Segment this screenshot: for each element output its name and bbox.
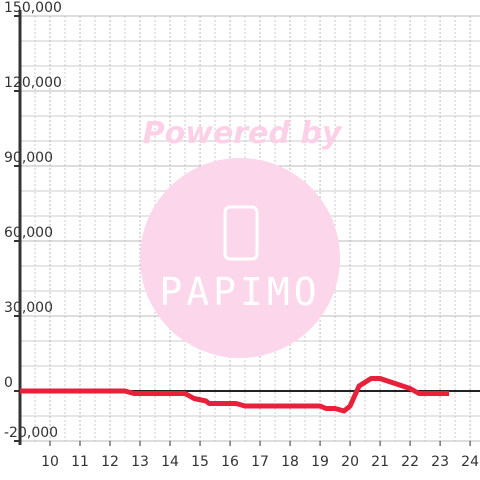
x-tick-label: 24	[461, 454, 479, 470]
x-tick-label: 16	[221, 454, 239, 470]
watermark: Powered by PAPIMO	[140, 116, 343, 358]
data-line	[20, 376, 450, 414]
watermark-text: Powered by	[143, 116, 343, 151]
x-tick-label: 19	[311, 454, 329, 470]
y-tick-label: 90,000	[4, 150, 53, 166]
x-tick-label: 18	[281, 454, 299, 470]
x-tick-label: 15	[191, 454, 209, 470]
watermark-phone	[223, 205, 259, 261]
x-tick-label: 10	[41, 454, 59, 470]
y-tick-label: -20,000	[4, 425, 58, 441]
x-tick-label: 22	[401, 454, 419, 470]
x-tick-label: 20	[341, 454, 359, 470]
y-tick-label: 150,000	[4, 0, 62, 16]
x-tick-label: 21	[371, 454, 389, 470]
watermark-logo: PAPIMO	[159, 270, 320, 314]
x-tick-label: 17	[251, 454, 269, 470]
y-tick-label: 60,000	[4, 225, 53, 241]
x-tick-label: 11	[71, 454, 89, 470]
x-tick-label: 13	[131, 454, 149, 470]
y-tick-label: 120,000	[4, 75, 62, 91]
y-tick-label: 30,000	[4, 300, 53, 316]
x-tick-label: 14	[161, 454, 179, 470]
x-tick-label: 12	[101, 454, 119, 470]
y-tick-label: 0	[4, 375, 13, 391]
x-tick-label: 23	[431, 454, 449, 470]
